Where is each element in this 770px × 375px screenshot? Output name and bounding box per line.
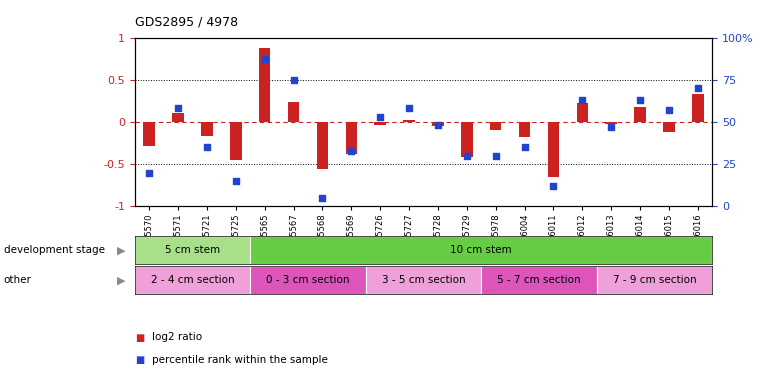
Point bbox=[287, 77, 300, 83]
Text: GDS2895 / 4978: GDS2895 / 4978 bbox=[135, 15, 238, 28]
Text: log2 ratio: log2 ratio bbox=[152, 333, 202, 342]
Text: ▶: ▶ bbox=[116, 245, 126, 255]
Bar bbox=[577, 104, 588, 122]
Point bbox=[460, 153, 473, 159]
Bar bbox=[519, 122, 531, 137]
Bar bbox=[547, 122, 559, 177]
Point bbox=[663, 107, 675, 113]
Point bbox=[432, 122, 444, 128]
Text: ▶: ▶ bbox=[116, 275, 126, 285]
Text: ■: ■ bbox=[135, 355, 144, 365]
Point bbox=[605, 124, 618, 130]
Point bbox=[403, 105, 415, 111]
Bar bbox=[403, 120, 415, 122]
Point bbox=[576, 97, 588, 103]
Text: 2 - 4 cm section: 2 - 4 cm section bbox=[151, 275, 234, 285]
Point bbox=[345, 147, 357, 154]
Bar bbox=[605, 122, 617, 124]
Point bbox=[172, 105, 184, 111]
Bar bbox=[481, 266, 597, 294]
Bar bbox=[634, 106, 646, 122]
Bar bbox=[172, 113, 184, 122]
Point bbox=[691, 85, 704, 91]
Point bbox=[201, 144, 213, 150]
Text: development stage: development stage bbox=[4, 245, 105, 255]
Text: ■: ■ bbox=[135, 333, 144, 342]
Bar bbox=[201, 122, 213, 136]
Point bbox=[229, 178, 242, 184]
Bar bbox=[432, 122, 444, 126]
Text: 10 cm stem: 10 cm stem bbox=[450, 245, 512, 255]
Bar bbox=[135, 266, 250, 294]
Point bbox=[316, 195, 329, 201]
Point bbox=[634, 97, 646, 103]
Bar bbox=[143, 122, 155, 146]
Bar bbox=[461, 122, 473, 158]
Bar bbox=[597, 266, 712, 294]
Bar bbox=[250, 236, 712, 264]
Text: 3 - 5 cm section: 3 - 5 cm section bbox=[382, 275, 465, 285]
Bar bbox=[288, 102, 300, 122]
Point bbox=[374, 114, 387, 120]
Text: 7 - 9 cm section: 7 - 9 cm section bbox=[613, 275, 696, 285]
Text: 0 - 3 cm section: 0 - 3 cm section bbox=[266, 275, 350, 285]
Bar bbox=[135, 236, 250, 264]
Bar bbox=[250, 266, 366, 294]
Point bbox=[547, 183, 560, 189]
Text: 5 cm stem: 5 cm stem bbox=[165, 245, 220, 255]
Text: other: other bbox=[4, 275, 32, 285]
Bar bbox=[663, 122, 675, 132]
Bar bbox=[316, 122, 328, 169]
Text: percentile rank within the sample: percentile rank within the sample bbox=[152, 355, 327, 365]
Bar bbox=[490, 122, 501, 130]
Bar bbox=[259, 48, 270, 122]
Bar bbox=[230, 122, 242, 160]
Bar bbox=[346, 122, 357, 154]
Point bbox=[518, 144, 531, 150]
Bar bbox=[692, 94, 704, 122]
Bar bbox=[366, 266, 481, 294]
Point bbox=[259, 56, 271, 62]
Point bbox=[143, 170, 156, 176]
Bar bbox=[374, 122, 386, 125]
Point bbox=[490, 153, 502, 159]
Text: 5 - 7 cm section: 5 - 7 cm section bbox=[497, 275, 581, 285]
